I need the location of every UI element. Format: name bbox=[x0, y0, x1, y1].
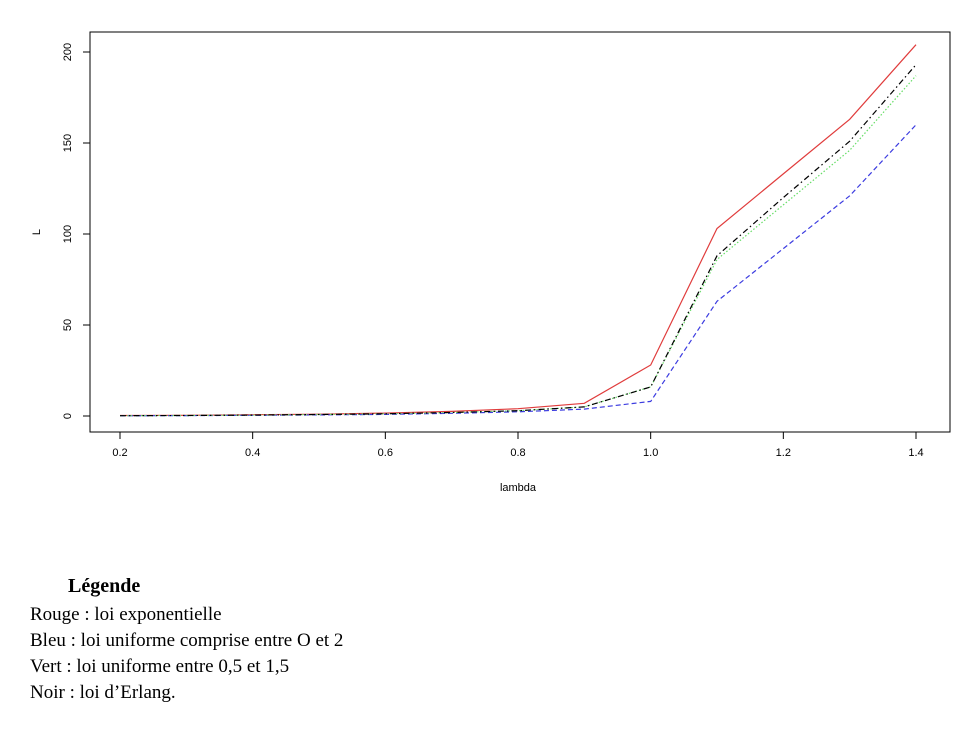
y-axis: 0 50 100 150 200 bbox=[62, 43, 91, 419]
y-tick-label: 100 bbox=[62, 225, 74, 243]
x-tick-label: 0.2 bbox=[112, 447, 127, 459]
x-axis: 0.2 0.4 0.6 0.8 1.0 1.2 1.4 bbox=[112, 431, 924, 459]
legend-line-black: Noir : loi d’Erlang. bbox=[30, 682, 176, 703]
series-line-green bbox=[119, 75, 917, 417]
series-line-black bbox=[119, 64, 917, 417]
y-tick-label: 200 bbox=[62, 43, 74, 61]
x-axis-label: lambda bbox=[500, 482, 537, 494]
series-layer bbox=[119, 44, 917, 417]
x-tick-label: 1.0 bbox=[643, 447, 658, 459]
x-tick-label: 1.2 bbox=[776, 447, 791, 459]
x-tick-label: 0.4 bbox=[245, 447, 260, 459]
series-line-red bbox=[119, 44, 917, 417]
legend-block: Légende Rouge : loi exponentielle Bleu :… bbox=[30, 575, 343, 706]
y-tick-label: 150 bbox=[62, 134, 74, 152]
series-line-blue bbox=[119, 124, 917, 417]
y-tick-label: 0 bbox=[62, 413, 74, 419]
legend-line-green: Vert : loi uniforme entre 0,5 et 1,5 bbox=[30, 656, 290, 677]
x-tick-label: 0.8 bbox=[510, 447, 525, 459]
line-chart: 0.2 0.4 0.6 0.8 1.0 1.2 1.4 0 50 100 150 200 lambd… bbox=[31, 31, 951, 494]
y-tick-label: 50 bbox=[62, 319, 74, 331]
y-axis-label: L bbox=[31, 229, 43, 235]
plot-frame bbox=[89, 31, 951, 433]
x-tick-label: 0.6 bbox=[378, 447, 393, 459]
legend-line-red: Rouge : loi exponentielle bbox=[30, 604, 222, 625]
x-tick-label: 1.4 bbox=[908, 447, 923, 459]
legend-title: Légende bbox=[68, 575, 141, 597]
legend-line-blue: Bleu : loi uniforme comprise entre O et … bbox=[30, 630, 344, 651]
